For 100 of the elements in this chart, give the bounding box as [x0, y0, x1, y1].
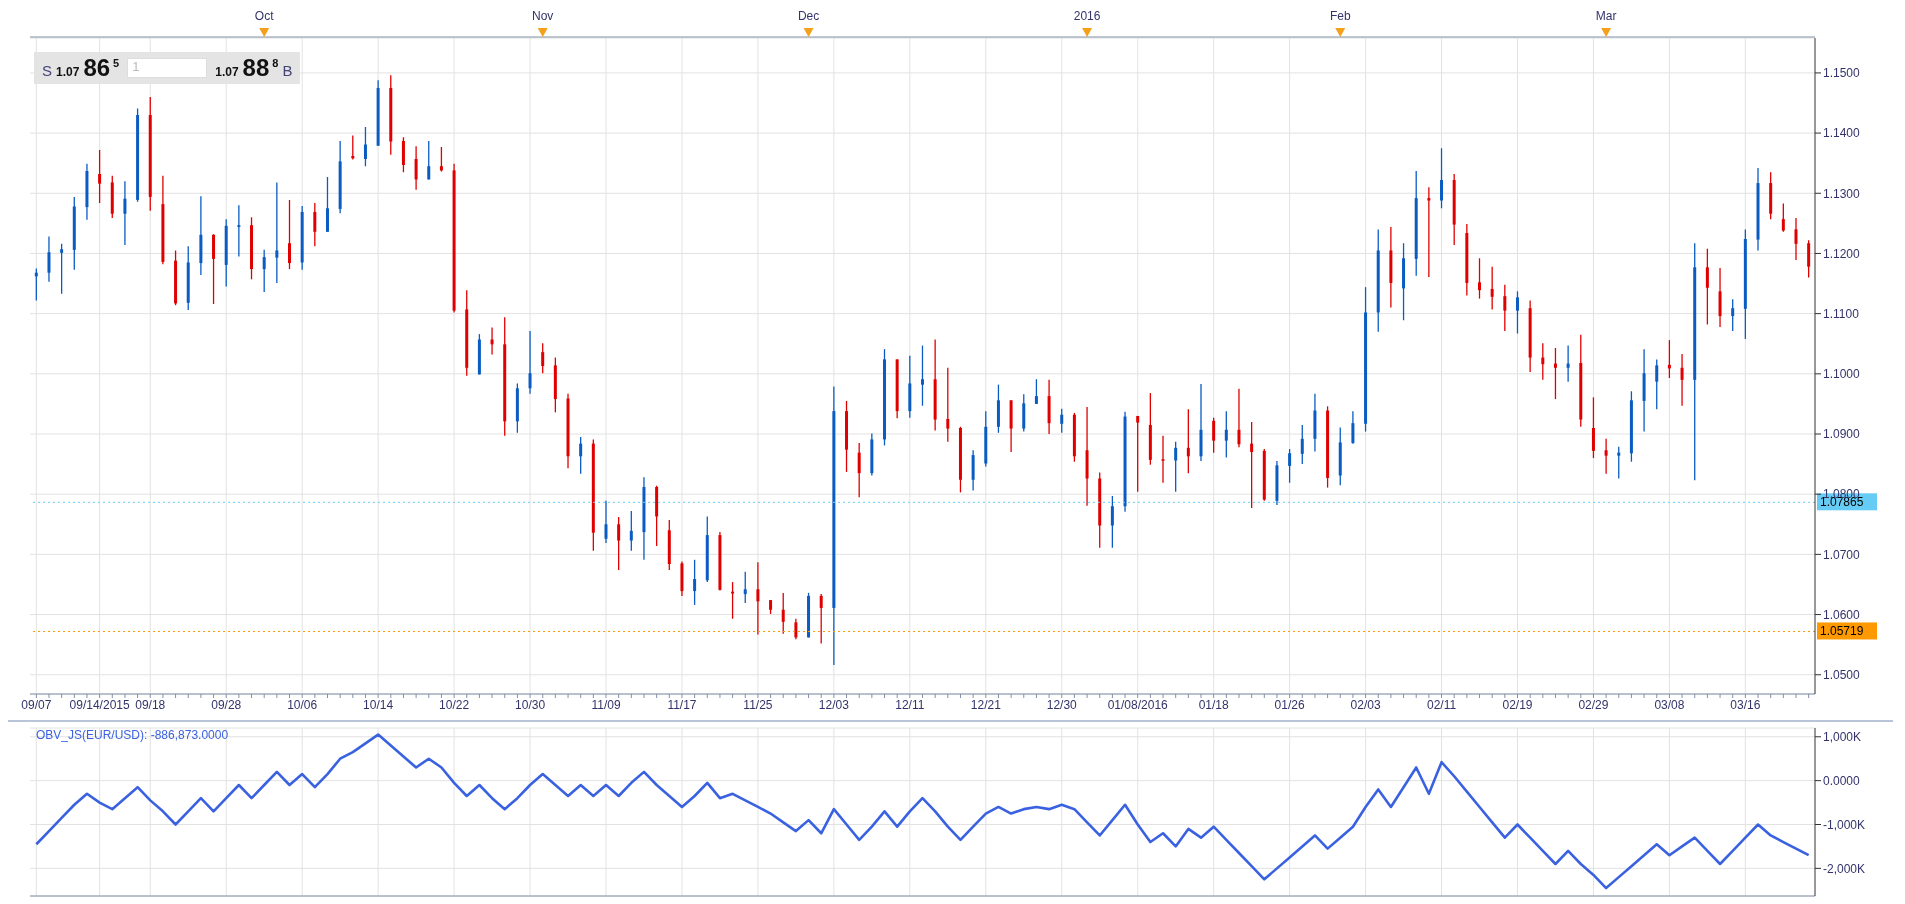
candlestick — [693, 559, 697, 606]
x-tick-label: 12/03 — [818, 697, 850, 712]
x-tick-label: 09/14/2015 — [69, 697, 130, 712]
candlestick — [1655, 358, 1659, 410]
candlestick — [1288, 448, 1292, 484]
y-tick-label: 1.1000 — [1823, 367, 1861, 382]
candlestick — [1212, 417, 1216, 454]
candlestick — [1604, 438, 1608, 475]
candlestick — [1680, 353, 1684, 407]
ref-line-label: 1.05719 — [1820, 624, 1864, 639]
text: Oct — [254, 9, 275, 23]
x-tick-label: 09/18 — [135, 697, 166, 712]
candlestick — [541, 342, 545, 374]
x-tick-label: 10/22 — [439, 697, 470, 712]
x-tick-label: 01/26 — [1274, 697, 1305, 712]
candlestick — [123, 180, 127, 246]
x-tick-label: 01/18 — [1198, 697, 1230, 712]
x-tick-label: 02/03 — [1350, 697, 1381, 712]
candlestick — [1174, 441, 1178, 493]
candlestick — [47, 235, 51, 283]
y-tick-label: 1.0500 — [1823, 668, 1861, 682]
candlestick — [1186, 408, 1190, 474]
x-tick-label: 10/14 — [363, 697, 394, 712]
candlestick — [427, 140, 431, 181]
candlestick — [781, 592, 785, 635]
candlestick — [1566, 344, 1570, 383]
candlestick — [1617, 446, 1621, 480]
y-tick-label: 1.1100 — [1823, 306, 1860, 321]
x-tick-label: 11/09 — [591, 697, 621, 712]
y-tick-label: -2,000K — [1823, 861, 1866, 876]
candlestick — [237, 204, 241, 258]
candlestick — [288, 199, 291, 270]
y-tick-label: 1.0700 — [1823, 547, 1861, 562]
candlestick — [414, 145, 418, 191]
candlestick — [1478, 257, 1481, 300]
candlestick — [1591, 396, 1595, 459]
candlestick — [1237, 388, 1241, 448]
x-tick-label: 02/19 — [1502, 697, 1533, 712]
x-tick-label: 09/07 — [21, 697, 52, 712]
x-tick-label: 12/11 — [895, 697, 925, 712]
candlestick — [883, 348, 886, 447]
candlestick — [1794, 217, 1798, 261]
candlestick — [275, 181, 279, 284]
candlestick — [1351, 410, 1355, 445]
candlestick — [946, 367, 950, 443]
candlestick — [857, 442, 861, 498]
candlestick — [1136, 415, 1140, 493]
candlestick — [262, 249, 266, 293]
annotation: 1.07 88$^{8}$ B — [215, 54, 293, 81]
x-tick-label: 02/11 — [1426, 697, 1457, 712]
candlestick — [604, 500, 608, 544]
y-tick-label: 1.0900 — [1823, 427, 1861, 442]
x-tick-label: 09/28 — [211, 697, 242, 712]
x-tick-label: 10/06 — [287, 697, 318, 712]
candlestick — [1034, 378, 1038, 405]
candlestick — [1515, 290, 1519, 335]
candlestick — [1781, 202, 1785, 233]
candlestick — [1731, 298, 1735, 332]
x-tick-label: 03/16 — [1730, 697, 1761, 712]
text: Mar — [1595, 9, 1617, 23]
y-tick-label: 1.0600 — [1823, 607, 1861, 622]
x-tick-label: 01/08/2016 — [1107, 697, 1169, 712]
candlestick — [1490, 266, 1494, 311]
candlestick — [1224, 410, 1228, 459]
candlestick — [1541, 342, 1545, 381]
candlestick — [920, 344, 924, 407]
candlestick — [313, 202, 317, 247]
x-tick-label: 02/29 — [1578, 697, 1609, 712]
candlestick — [1553, 347, 1557, 400]
candlestick — [439, 146, 443, 173]
text: 2016 — [1073, 9, 1101, 23]
y-tick-label: 1,000K — [1823, 730, 1862, 745]
candlestick — [1060, 408, 1064, 434]
candlestick — [250, 216, 254, 280]
y-tick-label: 1.1400 — [1823, 126, 1861, 141]
y-tick-label: 1.1200 — [1823, 246, 1861, 261]
annotation: S 1.07 86$^{5}$ — [42, 54, 120, 81]
quantity-field: 1 — [127, 58, 208, 78]
candlestick — [756, 561, 760, 636]
x-tick-label: 10/30 — [515, 697, 546, 712]
annotation: OBV_JS(EUR/USD): -886,873.0000 — [36, 728, 229, 742]
candlestick — [1807, 239, 1811, 279]
x-tick-label: 11/25 — [743, 697, 773, 712]
y-tick-label: 1.1300 — [1823, 186, 1861, 201]
y-tick-label: -1,000K — [1823, 817, 1866, 832]
candlestick — [363, 126, 367, 167]
text: Feb — [1329, 9, 1351, 23]
candlestick — [617, 516, 621, 571]
x-tick-label: 12/21 — [970, 697, 1002, 712]
y-tick-label: 1.1500 — [1823, 66, 1861, 81]
candlestick — [1440, 147, 1444, 209]
x-tick-label: 12/30 — [1046, 697, 1078, 712]
candlestick — [60, 243, 64, 295]
candlestick — [1503, 284, 1507, 332]
candlestick — [98, 149, 102, 204]
candlestick — [845, 400, 849, 473]
candlestick — [1161, 435, 1165, 484]
candlestick — [579, 436, 583, 475]
text: Nov — [532, 9, 554, 23]
candlestick — [1250, 421, 1254, 509]
